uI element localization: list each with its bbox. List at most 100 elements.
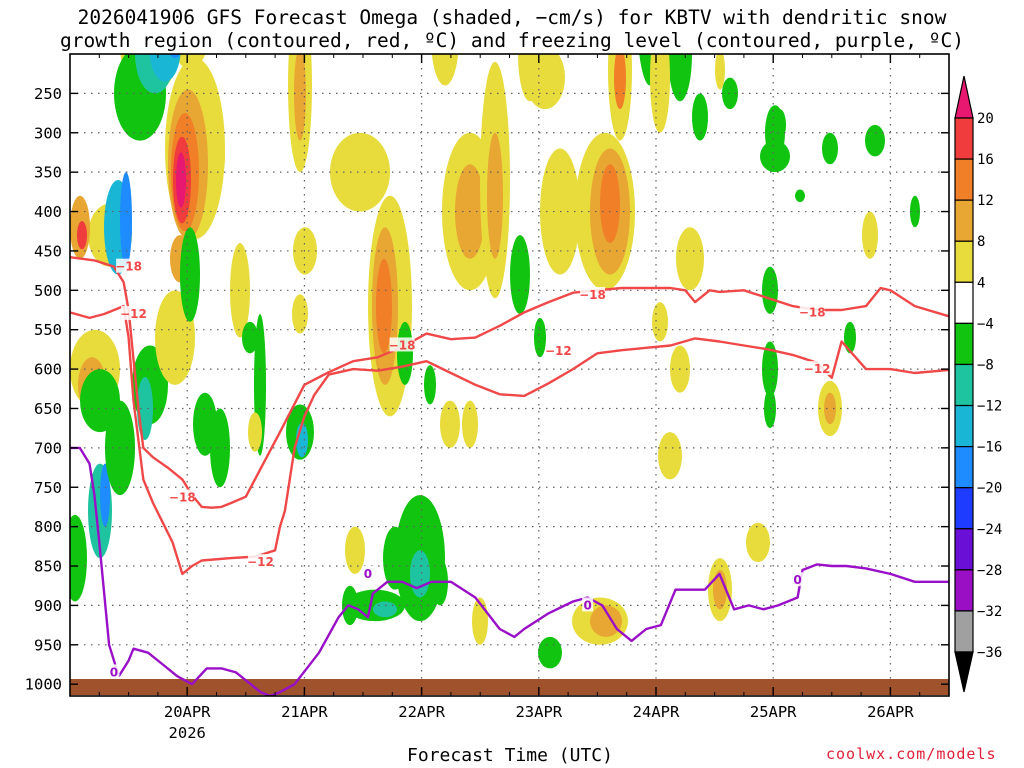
omega-shading-blob bbox=[534, 317, 546, 358]
freezing-level-line bbox=[70, 446, 949, 696]
omega-shading-blob bbox=[410, 550, 430, 598]
colorbar: 20 16 12 8 4 −4 −8 −12 −16 −20 −24 −28 −32 −36 bbox=[954, 75, 1002, 693]
omega-shading-blob bbox=[650, 54, 670, 133]
contour-label-backdrop bbox=[169, 489, 195, 504]
contour-label: −18 bbox=[169, 490, 196, 504]
contour-label-backdrop bbox=[247, 554, 273, 569]
omega-shading-blob bbox=[70, 514, 87, 602]
isotherm-line bbox=[70, 304, 949, 576]
omega-shading-blob bbox=[692, 93, 708, 141]
y-tick-label: 600 bbox=[34, 361, 62, 379]
x-tick-label: 23APR bbox=[515, 703, 562, 721]
omega-shading-blob bbox=[77, 220, 87, 250]
omega-shading-blob bbox=[198, 0, 222, 46]
omega-shading-blob bbox=[193, 392, 217, 456]
x-tick-label: 20APR bbox=[164, 703, 211, 721]
omega-shading-blob bbox=[345, 526, 365, 574]
y-tick-label: 700 bbox=[34, 439, 62, 457]
y-tick-label: 350 bbox=[34, 164, 62, 182]
colorbar-bin bbox=[954, 569, 974, 612]
omega-shading-blob bbox=[614, 54, 626, 110]
omega-shading-blob bbox=[844, 321, 856, 354]
colorbar-label: 20 bbox=[977, 111, 994, 127]
colorbar-label: 4 bbox=[977, 275, 985, 291]
y-tick-label: 250 bbox=[34, 85, 62, 103]
colorbar-label: −16 bbox=[977, 440, 1002, 456]
omega-shading-blob bbox=[397, 321, 413, 385]
colorbar-top-extension bbox=[954, 75, 974, 119]
omega-shading-blob bbox=[83, 0, 107, 54]
colorbar-label: −20 bbox=[977, 481, 1002, 497]
colorbar-bin bbox=[954, 322, 974, 366]
colorbar-bin bbox=[954, 240, 974, 283]
colorbar-bin bbox=[954, 528, 974, 571]
omega-shading-blob bbox=[910, 195, 920, 228]
omega-shading-blob bbox=[668, 54, 692, 102]
colorbar-label: −28 bbox=[977, 563, 1002, 579]
omega-shading-blob bbox=[462, 400, 478, 448]
colorbar-label: −24 bbox=[977, 522, 1002, 538]
colorbar-label: 8 bbox=[977, 234, 985, 250]
omega-shading-blob bbox=[676, 227, 704, 291]
omega-shading-blob bbox=[774, 109, 786, 141]
isotherm-contour-layer: −18 −18 −18 −18 −18 −12 −12 −12 −12 0 0 0 0 bbox=[70, 256, 949, 696]
chart-title-line-1: 2026041906 GFS Forecast Omega (shaded, −… bbox=[77, 6, 947, 29]
y-axis: 250 300 350 400 450 500 550 600 650 700 750 800 850 9… bbox=[25, 85, 949, 694]
omega-shading-blob bbox=[248, 412, 262, 452]
omega-shading-blob bbox=[149, 54, 181, 82]
omega-shading-blob bbox=[322, 0, 338, 30]
omega-shading-blob bbox=[713, 569, 727, 610]
contour-label: −18 bbox=[389, 338, 416, 352]
omega-shading-blob bbox=[862, 211, 878, 259]
x-tick-label: 26APR bbox=[867, 703, 914, 721]
chart-title: 2026041906 GFS Forecast Omega (shaded, −… bbox=[0, 6, 1024, 52]
contour-label-backdrop bbox=[545, 342, 571, 357]
x-axis-label: Forecast Time (UTC) bbox=[407, 745, 613, 766]
colorbar-label: 16 bbox=[977, 152, 994, 168]
chart-title-line-2: growth region (contoured, red, ºC) and f… bbox=[60, 29, 964, 52]
contour-label: −12 bbox=[545, 344, 572, 358]
omega-shading-blob bbox=[120, 172, 132, 267]
y-tick-label: 1000 bbox=[25, 676, 62, 694]
isotherm-line bbox=[70, 256, 949, 509]
omega-shading-blob bbox=[176, 152, 186, 208]
contour-label-backdrop bbox=[582, 597, 594, 612]
omega-shading-blob bbox=[590, 605, 622, 637]
omega-shading-blob bbox=[746, 522, 770, 563]
omega-shading-blob bbox=[330, 132, 390, 212]
y-tick-label: 550 bbox=[34, 321, 62, 339]
contour-label-backdrop bbox=[580, 287, 606, 302]
omega-shading-blob bbox=[294, 54, 306, 141]
contour-label-backdrop bbox=[108, 664, 120, 679]
colorbar-bin bbox=[954, 117, 974, 160]
omega-shading-blob bbox=[424, 365, 436, 405]
contour-label-backdrop bbox=[792, 572, 804, 587]
omega-shading-blob bbox=[538, 636, 562, 669]
contour-label: 0 bbox=[364, 567, 372, 581]
y-tick-label: 950 bbox=[34, 636, 62, 654]
contour-label-backdrop bbox=[804, 361, 830, 376]
y-tick-label: 800 bbox=[34, 518, 62, 536]
y-tick-label: 900 bbox=[34, 597, 62, 615]
omega-shading-blob bbox=[824, 392, 836, 425]
colorbar-bin bbox=[954, 610, 974, 653]
y-tick-label: 300 bbox=[34, 124, 62, 142]
contour-label-backdrop bbox=[389, 337, 415, 352]
omega-shading-blob bbox=[176, 0, 188, 38]
x-tick-label: 24APR bbox=[633, 703, 680, 721]
contour-label: −18 bbox=[115, 260, 142, 274]
omega-shading-blob bbox=[760, 140, 790, 173]
contour-label: −18 bbox=[799, 305, 826, 319]
colorbar-label: −8 bbox=[977, 357, 994, 373]
omega-shading-blob bbox=[84, 0, 96, 34]
x-tick-label: 25APR bbox=[750, 703, 797, 721]
colorbar-bin bbox=[954, 446, 974, 489]
omega-shading-blob bbox=[487, 132, 503, 259]
omega-shading-blob bbox=[230, 243, 250, 338]
credit-link[interactable]: coolwx.com/models bbox=[826, 745, 997, 763]
x-tick-label: 21APR bbox=[281, 703, 328, 721]
omega-shading-blob bbox=[510, 235, 530, 314]
y-tick-label: 750 bbox=[34, 479, 62, 497]
contour-label-backdrop bbox=[799, 304, 825, 319]
